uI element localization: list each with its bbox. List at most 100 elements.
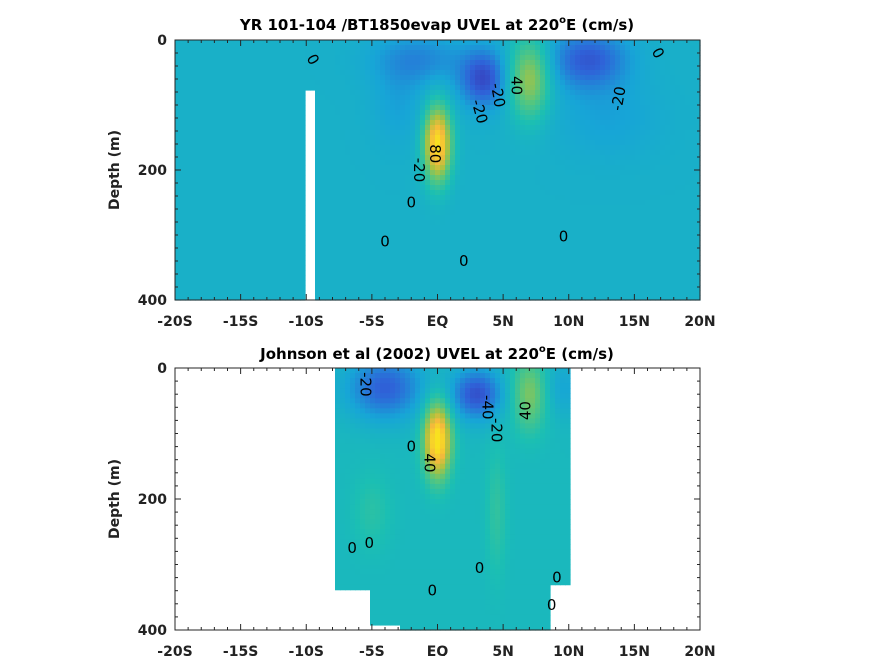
field-cell [645,150,651,156]
field-cell [370,105,376,111]
field-cell [330,140,336,146]
field-cell [565,50,571,56]
field-cell [275,70,281,76]
field-cell [525,235,531,241]
field-cell [515,55,521,61]
field-cell [585,110,591,116]
field-cell [390,235,396,241]
field-cell [385,135,391,141]
field-cell [190,230,196,236]
field-cell [445,275,451,281]
field-cell [380,100,386,106]
field-cell [240,185,246,191]
field-cell [200,245,206,251]
field-cell [600,200,606,206]
field-cell [220,40,226,46]
field-cell [550,85,556,91]
model-field [175,40,701,301]
field-cell [315,145,321,151]
field-cell [410,140,416,146]
field-cell [615,190,621,196]
field-cell [585,215,591,221]
field-cell [480,80,486,86]
field-cell [290,210,296,216]
field-cell [435,220,441,226]
field-cell [455,195,461,201]
field-cell [530,60,536,66]
field-cell [400,175,406,181]
field-cell [180,145,186,151]
field-cell [295,230,301,236]
field-cell [575,235,581,241]
field-cell [205,160,211,166]
field-cell [240,50,246,56]
field-cell [240,265,246,271]
field-cell [260,85,266,91]
field-cell [610,135,616,141]
field-cell [285,260,291,266]
field-cell [620,80,626,86]
field-cell [255,220,261,226]
field-cell [645,110,651,116]
field-cell [455,260,461,266]
field-cell [615,285,621,291]
field-cell [175,55,181,61]
field-cell [225,230,231,236]
field-cell [565,130,571,136]
field-cell [580,145,586,151]
field-cell [465,250,471,256]
field-cell [295,120,301,126]
field-cell [610,175,616,181]
field-cell [630,150,636,156]
field-cell [415,95,421,101]
field-cell [435,95,441,101]
field-cell [385,205,391,211]
field-cell [270,220,276,226]
field-cell [480,160,486,166]
field-cell [560,100,566,106]
field-cell [540,235,546,241]
field-cell [585,290,591,296]
field-cell [645,55,651,61]
field-cell [650,70,656,76]
field-cell [655,75,661,81]
field-cell [655,65,661,71]
field-cell [505,240,511,246]
field-cell [495,95,501,101]
field-cell [505,220,511,226]
field-cell [180,225,186,231]
field-cell [660,120,666,126]
field-cell [430,170,436,176]
field-cell [280,175,286,181]
field-cell [490,170,496,176]
field-cell [555,155,561,161]
field-cell [220,265,226,271]
field-cell [580,235,586,241]
field-cell [350,45,356,51]
field-cell [485,40,491,46]
field-cell [315,210,321,216]
field-cell [440,230,446,236]
field-cell [270,170,276,176]
field-cell [480,55,486,61]
field-cell [525,195,531,201]
field-cell [585,210,591,216]
field-cell [360,125,366,131]
field-cell [275,90,281,96]
field-cell [640,80,646,86]
field-cell [230,260,236,266]
field-cell [335,285,341,291]
field-cell [300,175,306,181]
field-cell [450,65,456,71]
field-cell [260,175,266,181]
field-cell [190,280,196,286]
field-cell [515,115,521,121]
field-cell [355,115,361,121]
field-cell [560,255,566,261]
field-cell [385,80,391,86]
field-cell [295,40,301,46]
field-cell [285,115,291,121]
field-cell [545,235,551,241]
field-cell [635,205,641,211]
field-cell [430,45,436,51]
